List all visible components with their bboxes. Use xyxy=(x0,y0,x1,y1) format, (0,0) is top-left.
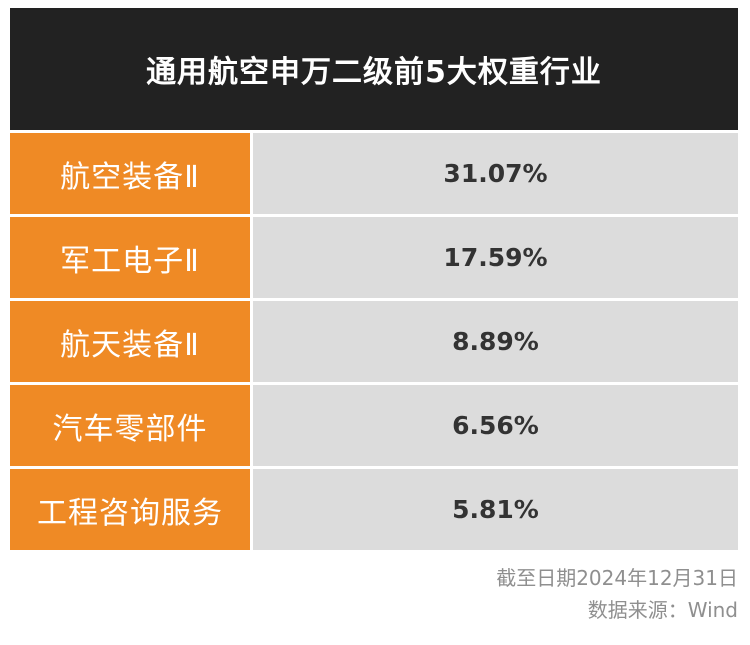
industry-name-cell: 航天装备Ⅱ xyxy=(10,301,250,382)
industry-name-cell: 军工电子Ⅱ xyxy=(10,217,250,298)
cell-divider xyxy=(250,385,253,466)
industry-name-cell: 汽车零部件 xyxy=(10,385,250,466)
table-header: 通用航空申万二级前5大权重行业 xyxy=(10,8,738,130)
cell-divider xyxy=(250,469,253,550)
table-row: 航空装备Ⅱ 31.07% xyxy=(10,133,738,214)
table-row: 汽车零部件 6.56% xyxy=(10,385,738,466)
industry-weight-table: 通用航空申万二级前5大权重行业 航空装备Ⅱ 31.07% 军工电子Ⅱ 17.59… xyxy=(10,8,738,552)
table-title: 通用航空申万二级前5大权重行业 xyxy=(146,55,602,90)
industry-name-cell: 航空装备Ⅱ xyxy=(10,133,250,214)
weight-value-cell: 5.81% xyxy=(253,469,738,550)
cell-divider xyxy=(250,301,253,382)
cell-divider xyxy=(250,133,253,214)
weight-value-cell: 6.56% xyxy=(253,385,738,466)
table-body: 航空装备Ⅱ 31.07% 军工电子Ⅱ 17.59% 航天装备Ⅱ 8.89% 汽车… xyxy=(10,133,738,550)
weight-value-cell: 8.89% xyxy=(253,301,738,382)
weight-value-cell: 31.07% xyxy=(253,133,738,214)
industry-name-cell: 工程咨询服务 xyxy=(10,469,250,550)
date-note: 截至日期2024年12月31日 xyxy=(496,566,738,590)
source-note: 数据来源：Wind xyxy=(587,598,738,622)
table-row: 航天装备Ⅱ 8.89% xyxy=(10,301,738,382)
weight-value-cell: 17.59% xyxy=(253,217,738,298)
table-row: 工程咨询服务 5.81% xyxy=(10,469,738,550)
footer-notes: 截至日期2024年12月31日 数据来源：Wind xyxy=(496,562,738,626)
table-row: 军工电子Ⅱ 17.59% xyxy=(10,217,738,298)
cell-divider xyxy=(250,217,253,298)
